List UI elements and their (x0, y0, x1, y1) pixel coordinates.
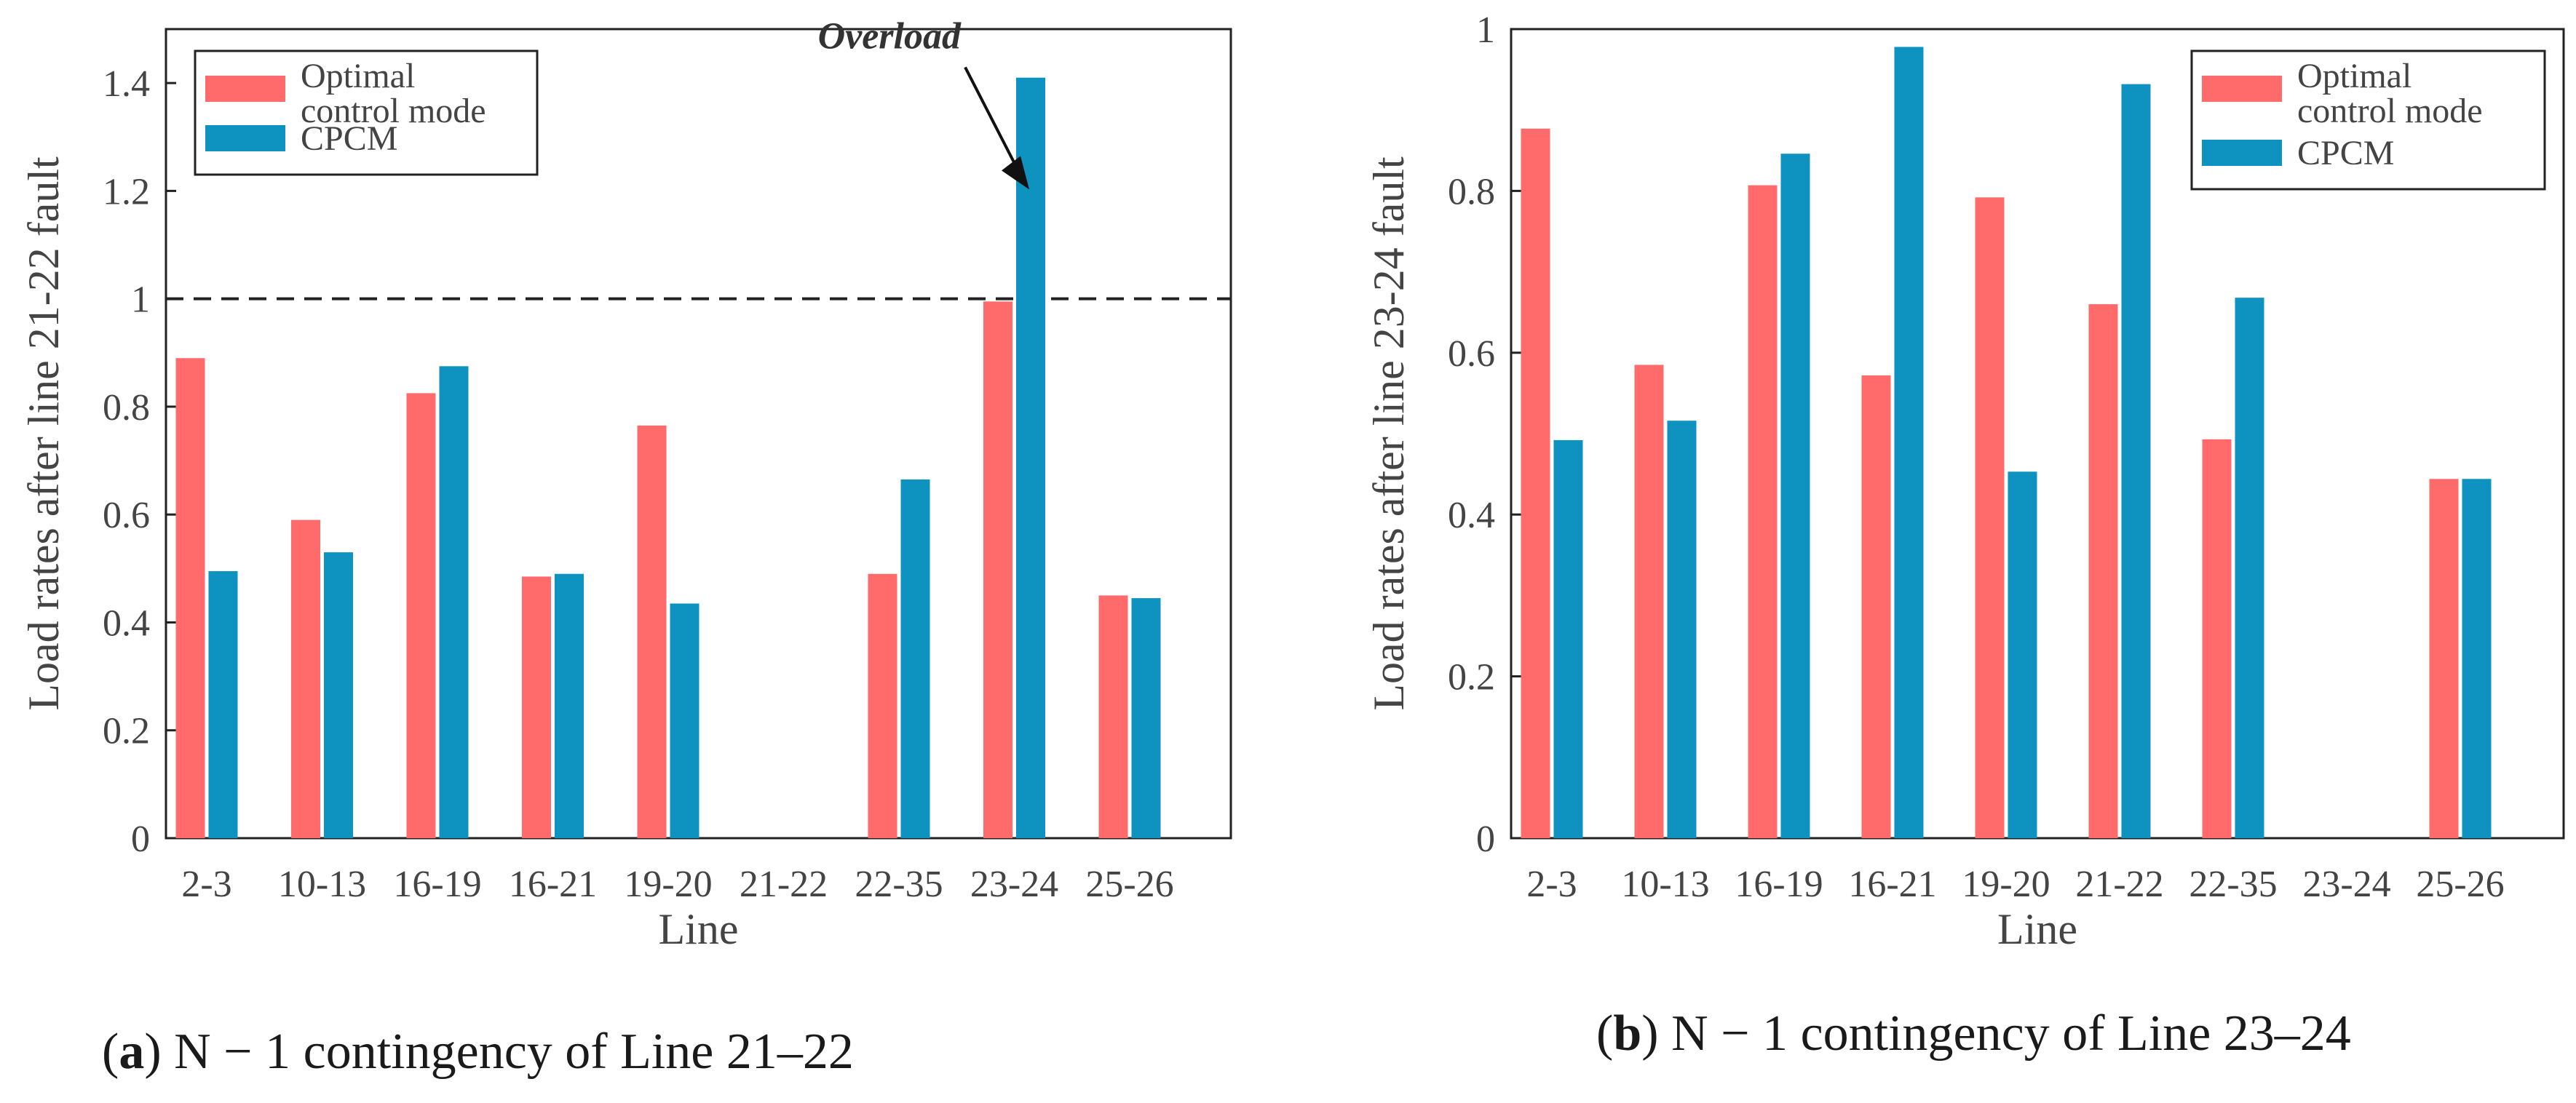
caption-close-paren: ) (144, 1024, 174, 1080)
legend-label-cpcm: CPCM (301, 119, 397, 158)
x-tick-label: 23-24 (2302, 864, 2390, 905)
bar-optimal-16-21 (522, 576, 551, 838)
bar-cpcm-16-21 (1894, 47, 1924, 839)
bar-cpcm-22-35 (900, 479, 930, 838)
x-tick-label: 10-13 (1621, 864, 1709, 905)
bar-optimal-22-35 (2202, 439, 2232, 838)
legend-label-optimal: control mode (2297, 92, 2483, 130)
y-tick-label: 0.2 (1448, 657, 1495, 698)
legend-label-cpcm: CPCM (2297, 134, 2394, 172)
y-tick-label: 1 (131, 279, 150, 321)
bar-optimal-19-20 (1975, 197, 2005, 838)
legend-box (2190, 49, 2546, 191)
bar-optimal-10-13 (291, 519, 320, 838)
y-axis-title: Load rates after line 23-24 fault (1365, 156, 1413, 711)
bar-optimal-16-19 (406, 393, 436, 838)
caption-open-paren: ( (102, 1024, 119, 1080)
y-tick-label: 0 (1476, 819, 1495, 860)
bar-cpcm-21-22 (2121, 84, 2151, 839)
caption-panel-label: b (1613, 1006, 1641, 1062)
y-tick-label: 0.8 (103, 387, 150, 429)
panel-b: 0 0.2 0.4 0.6 0.8 1 Load rates after line 23-2… (1365, 9, 2565, 1062)
x-axis-title: Line (1997, 905, 2077, 953)
legend-label-optimal: Optimal (301, 57, 415, 95)
x-tick-label: 2-3 (181, 864, 231, 905)
y-tick-label: 1.2 (103, 171, 150, 212)
legend-swatch-optimal (205, 76, 285, 102)
x-tick-label: 16-19 (1735, 864, 1823, 905)
bar-cpcm-2-3 (208, 571, 238, 838)
caption-close-paren: ) (1641, 1006, 1671, 1062)
y-tick-label: 0.4 (103, 602, 150, 644)
legend-label-optimal: Optimal (2297, 57, 2411, 95)
legend-box (194, 49, 539, 176)
y-axis-title: Load rates after line 21-22 fault (20, 156, 68, 711)
bar-cpcm-10-13 (324, 552, 353, 838)
x-tick-label: 19-20 (1962, 864, 2050, 905)
x-tick-label: 19-20 (624, 864, 712, 905)
bar-cpcm-19-20 (2008, 471, 2037, 838)
x-tick-label: 16-19 (393, 864, 481, 905)
bar-optimal-21-22 (2088, 304, 2118, 839)
y-tick-label: 1.4 (103, 63, 150, 105)
caption-panel-label: a (119, 1024, 144, 1080)
x-tick-label: 16-21 (509, 864, 597, 905)
bar-optimal-25-26 (1098, 595, 1128, 838)
bar-cpcm-16-19 (439, 366, 469, 838)
bar-optimal-19-20 (637, 425, 667, 838)
bar-optimal-22-35 (868, 573, 897, 838)
bar-cpcm-23-24 (1016, 77, 1045, 839)
annotation-arrowhead (1002, 156, 1029, 190)
bar-cpcm-25-26 (2462, 479, 2492, 838)
bar-cpcm-25-26 (1131, 598, 1161, 838)
caption-text: N − 1 contingency of Line 21–22 (174, 1024, 854, 1080)
caption-text: N − 1 contingency of Line 23–24 (1671, 1006, 2351, 1062)
bar-cpcm-16-19 (1780, 154, 1810, 839)
x-tick-label: 22-35 (855, 864, 943, 905)
bar-cpcm-16-21 (555, 573, 584, 838)
legend-label-optimal: control mode (301, 92, 486, 130)
bar-optimal-25-26 (2429, 479, 2459, 838)
legend-swatch-cpcm (205, 125, 285, 151)
x-tick-label: 25-26 (1085, 864, 1173, 905)
bar-cpcm-19-20 (670, 603, 700, 838)
x-tick-label: 2-3 (1526, 864, 1577, 905)
x-tick-label: 23-24 (970, 864, 1058, 905)
y-tick-label: 0 (131, 819, 150, 860)
y-tick-label: 0.6 (103, 495, 150, 536)
plot-frame (1510, 28, 2565, 840)
y-tick-label: 0.4 (1448, 495, 1495, 536)
bar-cpcm-22-35 (2235, 298, 2264, 839)
annotation-overload: Overload (818, 15, 962, 57)
x-tick-label: 22-35 (2189, 864, 2277, 905)
x-tick-label: 10-13 (278, 864, 366, 905)
bar-optimal-2-3 (175, 358, 205, 838)
bar-optimal-16-21 (1861, 375, 1891, 838)
y-tick-label: 1 (1476, 9, 1495, 51)
x-axis-title: Line (659, 905, 739, 953)
y-tick-label: 0.8 (1448, 171, 1495, 212)
legend-swatch-optimal (2202, 76, 2282, 102)
y-tick-label: 0.2 (103, 711, 150, 752)
bar-optimal-2-3 (1521, 128, 1550, 838)
bar-optimal-16-19 (1748, 185, 1778, 839)
bar-cpcm-2-3 (1553, 439, 1583, 838)
y-tick-label: 0.6 (1448, 333, 1495, 375)
bar-optimal-10-13 (1634, 365, 1664, 839)
caption-open-paren: ( (1596, 1006, 1613, 1062)
bar-optimal-23-24 (983, 301, 1012, 839)
legend-swatch-cpcm (2202, 140, 2282, 166)
panel-caption: (a) N − 1 contingency of Line 21–22 (102, 1024, 854, 1080)
panel-a: 0 0.2 0.4 0.6 0.8 1 1.2 1.4 Load rates after lin… (20, 15, 1232, 1080)
x-tick-label: 25-26 (2416, 864, 2504, 905)
bar-cpcm-10-13 (1667, 421, 1697, 838)
x-tick-label: 21-22 (2075, 864, 2163, 905)
x-tick-label: 16-21 (1848, 864, 1936, 905)
panel-caption: (b) N − 1 contingency of Line 23–24 (1596, 1006, 2351, 1062)
x-tick-label: 21-22 (740, 864, 828, 905)
